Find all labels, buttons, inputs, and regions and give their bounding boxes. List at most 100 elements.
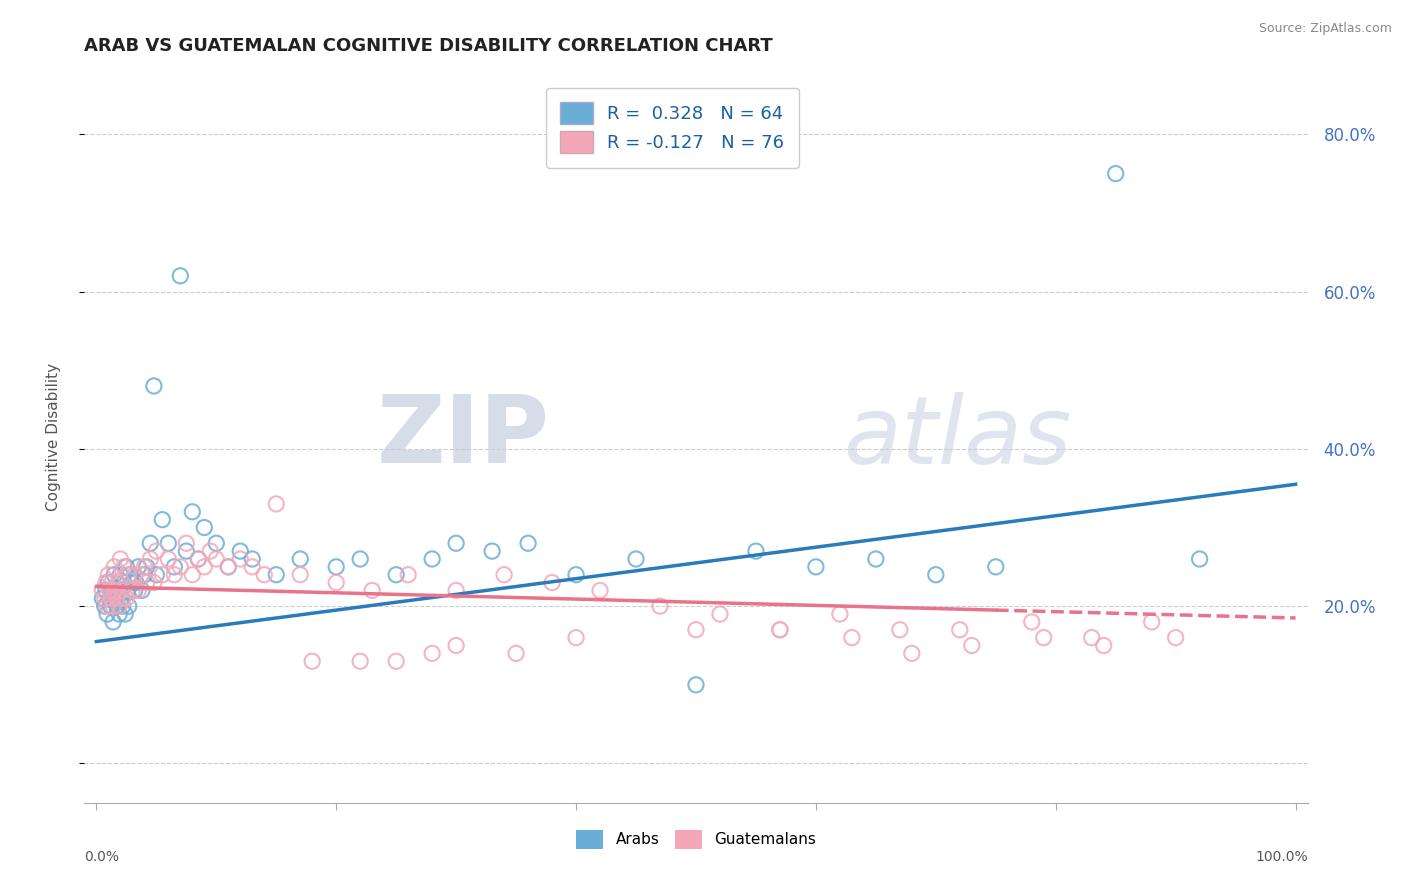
Point (104, 591, 127, 606)
Point (91, 583, 114, 598)
Point (517, 536, 540, 550)
Point (804, 559, 827, 574)
Point (98, 591, 121, 606)
Point (301, 654, 323, 668)
Point (290, 552, 312, 566)
Point (145, 567, 167, 582)
Point (565, 567, 588, 582)
Point (1188, 552, 1211, 566)
Point (121, 575, 143, 590)
Point (769, 623, 792, 637)
Point (97, 575, 120, 590)
Point (181, 567, 204, 582)
Point (93, 591, 117, 606)
Point (115, 591, 138, 606)
Point (112, 559, 135, 574)
Point (187, 552, 209, 566)
Point (101, 575, 124, 590)
Point (264, 567, 287, 582)
Point (960, 639, 983, 653)
Point (240, 559, 263, 574)
Point (217, 559, 239, 574)
Point (110, 591, 132, 606)
Point (94, 575, 117, 590)
Point (169, 559, 191, 574)
Point (349, 552, 371, 566)
Point (103, 559, 125, 574)
Point (229, 544, 252, 558)
Point (110, 583, 132, 598)
Point (396, 567, 419, 582)
Point (240, 552, 263, 566)
Point (420, 646, 443, 660)
Text: 100.0%: 100.0% (1256, 850, 1308, 864)
Point (131, 583, 153, 598)
Point (1105, 167, 1128, 181)
Point (1080, 631, 1102, 645)
Point (949, 623, 972, 637)
Point (290, 567, 312, 582)
Point (110, 567, 132, 582)
Point (107, 583, 129, 598)
Point (1032, 631, 1054, 645)
Legend: Arabs, Guatemalans: Arabs, Guatemalans (564, 818, 828, 861)
Point (98, 583, 121, 598)
Point (145, 544, 167, 558)
Point (1164, 631, 1187, 645)
Point (150, 513, 173, 527)
Point (94, 583, 117, 598)
Point (105, 591, 128, 606)
Point (142, 575, 165, 590)
Point (589, 583, 612, 598)
Point (101, 615, 124, 629)
Point (163, 567, 186, 582)
Point (124, 567, 146, 582)
Text: Source: ZipAtlas.com: Source: ZipAtlas.com (1258, 22, 1392, 36)
Point (444, 583, 467, 598)
Point (264, 497, 287, 511)
Point (96, 607, 118, 621)
Point (349, 654, 371, 668)
Point (139, 536, 162, 550)
Point (157, 536, 180, 550)
Point (157, 552, 180, 566)
Point (107, 575, 129, 590)
Point (135, 575, 157, 590)
Point (100, 591, 122, 606)
Point (108, 607, 131, 621)
Point (105, 599, 128, 614)
Point (709, 607, 731, 621)
Point (205, 536, 228, 550)
Point (100, 599, 122, 614)
Point (108, 599, 131, 614)
Point (93, 599, 117, 614)
Point (111, 599, 134, 614)
Point (444, 639, 467, 653)
Text: 0.0%: 0.0% (84, 850, 120, 864)
Point (110, 552, 132, 566)
Text: ZIP: ZIP (377, 391, 550, 483)
Point (114, 607, 136, 621)
Point (200, 544, 222, 558)
Point (150, 567, 173, 582)
Point (769, 623, 792, 637)
Y-axis label: Cognitive Disability: Cognitive Disability (46, 363, 60, 511)
Point (112, 575, 135, 590)
Point (494, 567, 516, 582)
Point (444, 536, 467, 550)
Point (481, 544, 503, 558)
Text: ARAB VS GUATEMALAN COGNITIVE DISABILITY CORRELATION CHART: ARAB VS GUATEMALAN COGNITIVE DISABILITY … (84, 37, 773, 54)
Point (125, 575, 148, 590)
Point (984, 559, 1007, 574)
Point (1092, 639, 1115, 653)
Point (121, 583, 143, 598)
Point (229, 552, 252, 566)
Point (1140, 615, 1163, 629)
Point (103, 567, 125, 582)
Point (117, 583, 139, 598)
Point (541, 575, 564, 590)
Point (104, 583, 127, 598)
Point (889, 623, 911, 637)
Point (91, 591, 114, 606)
Point (124, 583, 146, 598)
